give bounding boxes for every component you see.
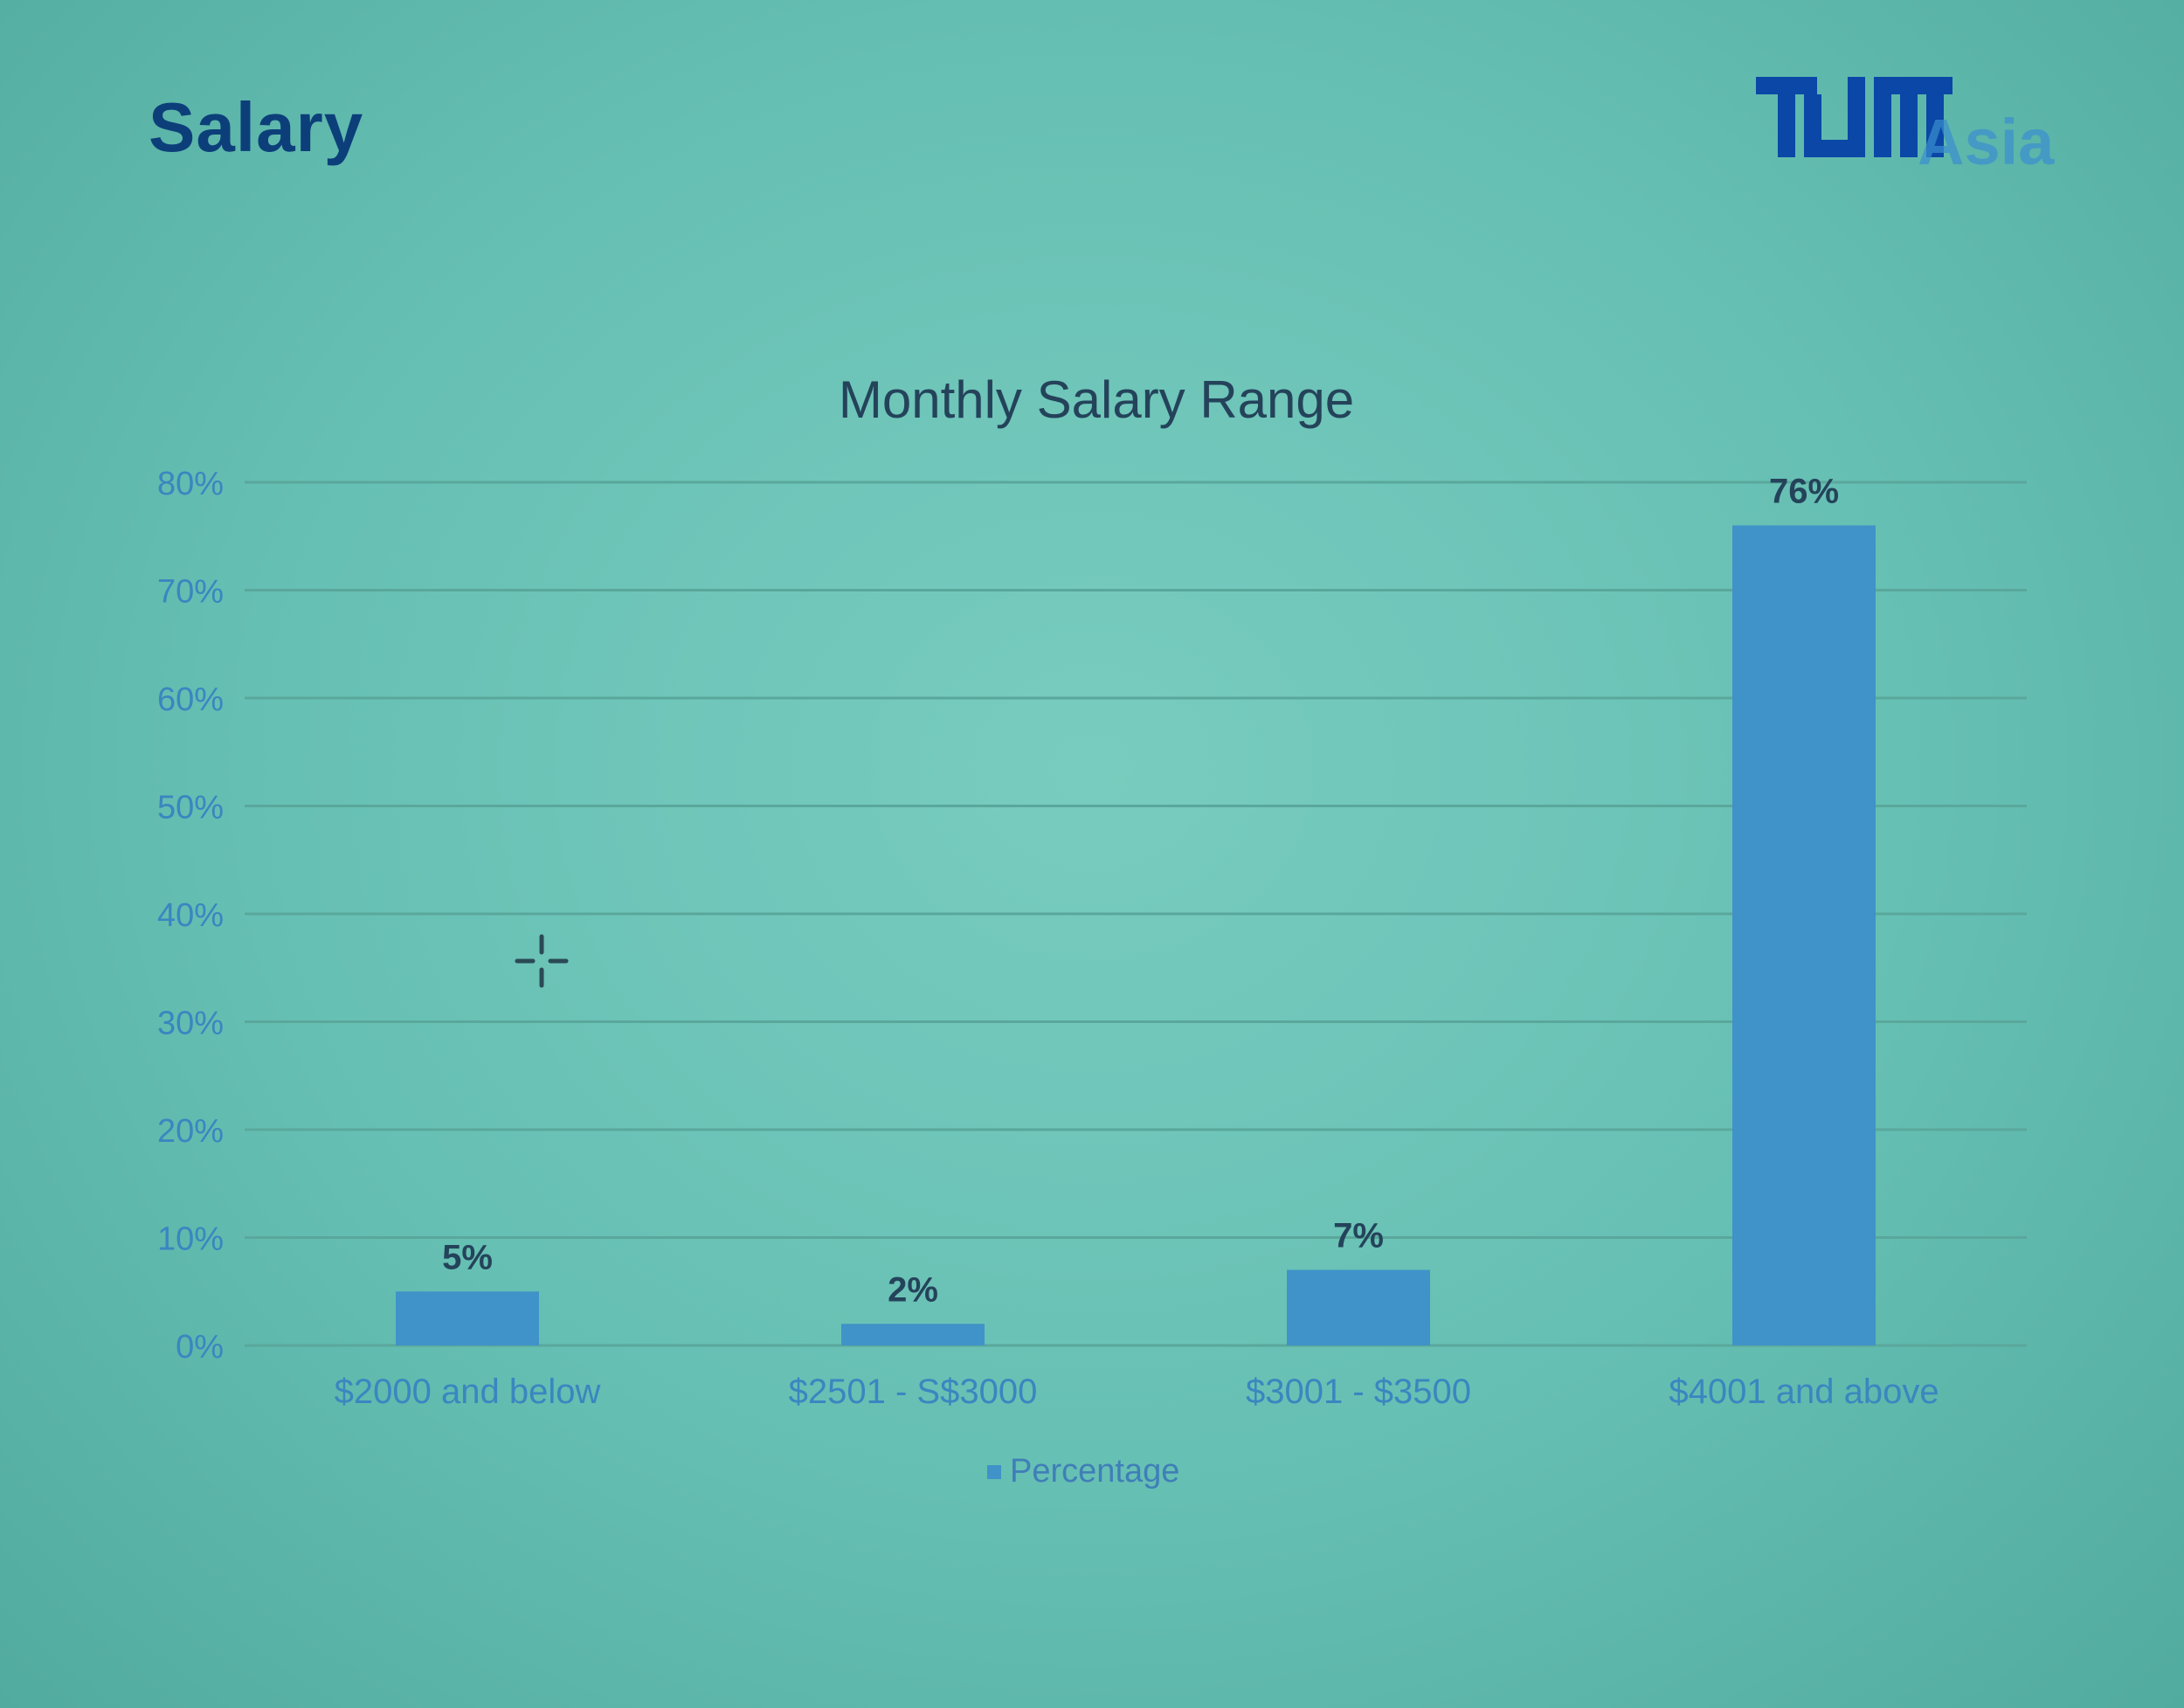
y-tick-label: 0% (176, 1329, 224, 1366)
data-labels: 5% 2% 7% 76% (442, 472, 1839, 1309)
legend-label: Percentage (1010, 1453, 1179, 1490)
bar (396, 1291, 539, 1345)
y-tick-label: 10% (157, 1221, 224, 1258)
bar (1287, 1269, 1430, 1345)
x-tick-label: $2501 - S$3000 (789, 1373, 1038, 1411)
data-label: 2% (888, 1270, 938, 1309)
y-tick-label: 20% (157, 1113, 224, 1150)
chart-title: Monthly Salary Range (839, 370, 1354, 429)
y-axis: 0% 10% 20% 30% 40% 50% 60% 70% 80% (157, 466, 224, 1366)
y-tick-label: 50% (157, 790, 224, 826)
y-tick-label: 70% (157, 574, 224, 611)
bars (396, 525, 1876, 1345)
y-tick-label: 80% (157, 466, 224, 502)
x-tick-label: $2000 and below (335, 1373, 601, 1411)
y-tick-label: 60% (157, 681, 224, 718)
legend-swatch (987, 1465, 1001, 1479)
tum-logo (1756, 77, 1952, 157)
bar (1732, 525, 1876, 1345)
data-label: 76% (1769, 472, 1839, 510)
data-label: 5% (442, 1238, 493, 1276)
crosshair-cursor-icon (515, 934, 569, 988)
logo-text: Asia (1918, 106, 2055, 178)
data-label: 7% (1333, 1217, 1384, 1255)
legend: Percentage (987, 1453, 1179, 1490)
bar (841, 1324, 985, 1345)
y-tick-label: 30% (157, 1006, 224, 1042)
x-axis: $2000 and below $2501 - S$3000 $3001 - $35… (335, 1373, 1939, 1411)
y-tick-label: 40% (157, 897, 224, 934)
gridlines (245, 481, 2027, 1347)
x-tick-label: $4001 and above (1669, 1373, 1939, 1411)
slide-title: Salary (149, 88, 364, 166)
x-tick-label: $3001 - $3500 (1246, 1373, 1471, 1411)
